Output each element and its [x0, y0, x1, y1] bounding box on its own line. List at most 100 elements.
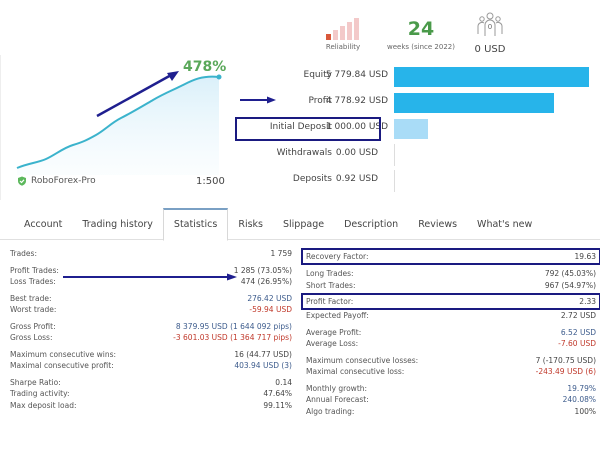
stat-row-max-consecutive-profit: Maximal consecutive profit: 403.94 USD (3…: [10, 360, 292, 372]
stat-label: Maximal consecutive loss:: [306, 367, 405, 376]
stat-label: Max deposit load:: [10, 400, 77, 410]
stat-label: Trading activity:: [10, 389, 70, 398]
stat-row-loss-trades: Loss Trades: 474 (26.95%): [10, 276, 292, 288]
stat-row-max-consecutive-losses: Maximum consecutive losses: 7 (-170.75 US…: [306, 355, 596, 367]
stat-row-expected-payoff: Expected Payoff: 2.72 USD: [306, 310, 596, 322]
initial-deposit-bar: [394, 119, 428, 139]
stat-row-profit-factor: Profit Factor: 2.33: [301, 293, 600, 310]
profit-trades-arrow-icon: [63, 273, 237, 281]
stat-row-max-consecutive-loss: Maximal consecutive loss: -243.49 USD (6): [306, 366, 596, 378]
stats-right: Recovery Factor: 19.63 Long Trades: 792 (4…: [301, 248, 600, 418]
stat-value: 2.33: [579, 297, 596, 306]
stat-value: 100%: [574, 406, 596, 416]
top-stats: Reliability 24 weeks (since 2022) 0 0 US…: [318, 12, 538, 58]
stat-row-max-deposit-load: Max deposit load: 99.11%: [10, 400, 292, 412]
subscription-price: 0 USD: [474, 44, 506, 55]
weeks-value: 24: [407, 18, 435, 40]
equity-line: [16, 75, 220, 169]
stat-value: 276.42 USD: [247, 293, 292, 303]
stat-value: 19.63: [574, 252, 596, 261]
equity-bar: [394, 67, 589, 87]
deposits-bar: [394, 170, 395, 192]
tab-trading-history[interactable]: Trading history: [82, 219, 153, 230]
reliability-indicator[interactable]: Reliability: [318, 18, 368, 51]
stat-value: 2.72 USD: [560, 311, 596, 320]
stat-row-sharpe-ratio: Sharpe Ratio: 0.14: [10, 377, 292, 389]
stat-value: -59.94 USD: [249, 305, 292, 314]
stat-row-gross-profit: Gross Profit: 8 379.95 USD (1 644 092 pip…: [10, 321, 292, 333]
stat-label: Expected Payoff:: [306, 311, 369, 320]
stat-row-best-trade: Best trade: 276.42 USD: [10, 293, 292, 305]
weeks-label: weeks (since 2022): [387, 43, 455, 51]
reliability-bars-icon: [326, 18, 360, 40]
stat-value: 967 (54.97%): [544, 280, 596, 290]
stat-value: 1 285 (73.05%): [233, 265, 292, 275]
stat-label: Loss Trades:: [10, 277, 56, 286]
tab-reviews[interactable]: Reviews: [418, 219, 458, 230]
stat-value: -7.60 USD: [558, 339, 596, 348]
stat-label: Average Loss:: [306, 339, 359, 348]
equity-value: 5 779.84 USD: [325, 70, 389, 80]
stat-label: Worst trade:: [10, 305, 57, 314]
annotation-arrow-icon: [96, 71, 179, 118]
stat-value: -3 601.03 USD (1 364 717 pips): [173, 333, 292, 342]
stat-row-profit-trades: Profit Trades: 1 285 (73.05%): [10, 265, 292, 277]
stats-left: Trades: 1 759 Profit Trades: 1 285 (73.05%…: [10, 248, 292, 411]
tab-statistics[interactable]: Statistics: [162, 208, 229, 241]
stat-label: Best trade:: [10, 293, 52, 303]
stat-value: 99.11%: [263, 400, 292, 410]
stat-row-monthly-growth: Monthly growth: 19.79%: [306, 383, 596, 395]
stat-label: Maximal consecutive profit:: [10, 361, 114, 370]
stat-value: 792 (45.03%): [544, 269, 596, 278]
subscribers-icon: 0: [477, 12, 503, 36]
stat-row-average-loss: Average Loss: -7.60 USD: [306, 338, 596, 350]
stat-row-long-trades: Long Trades: 792 (45.03%): [306, 268, 596, 280]
stat-row-trades: Trades: 1 759: [10, 248, 292, 260]
withdrawals-value: 0.00 USD: [335, 148, 379, 158]
withdrawals-label: Withdrawals: [276, 148, 332, 158]
stat-value: -243.49 USD (6): [535, 367, 596, 376]
stat-value: 19.79%: [567, 383, 596, 393]
stat-row-trading-activity: Trading activity: 47.64%: [10, 388, 292, 400]
stat-value: 47.64%: [263, 389, 292, 398]
stat-value: 1 759: [270, 249, 292, 258]
tab-slippage[interactable]: Slippage: [283, 219, 325, 230]
growth-percent: 478%: [183, 59, 227, 75]
withdrawals-bar: [394, 144, 395, 166]
balance-row-profit: Profit 4 778.92 USD: [230, 90, 600, 116]
profit-arrow-icon: [240, 96, 276, 104]
stat-row-algo-trading: Algo trading: 100%: [306, 406, 596, 418]
tab-description[interactable]: Description: [344, 219, 399, 230]
stat-label: Trades:: [10, 249, 37, 258]
leverage: 1:500: [196, 176, 225, 187]
stat-label: Sharpe Ratio:: [10, 377, 61, 387]
balance-section: Equity 5 779.84 USD Profit 4 778.92 USD …: [230, 64, 600, 194]
stat-label: Maximum consecutive wins:: [10, 349, 117, 359]
growth-line-chart: [16, 71, 222, 175]
stat-row-average-profit: Average Profit: 6.52 USD: [306, 327, 596, 339]
stat-label: Average Profit:: [306, 327, 362, 337]
stat-label: Monthly growth:: [306, 383, 368, 393]
stat-label: Gross Loss:: [10, 333, 53, 342]
tab-whats-new[interactable]: What's new: [477, 219, 533, 230]
stat-row-gross-loss: Gross Loss: -3 601.03 USD (1 364 717 pips…: [10, 332, 292, 344]
stat-value: 240.08%: [562, 395, 596, 404]
stat-row-recovery-factor: Recovery Factor: 19.63: [301, 248, 600, 265]
broker-info[interactable]: RoboForex-Pro: [17, 176, 96, 186]
stat-label: Recovery Factor:: [306, 252, 369, 261]
deposits-value: 0.92 USD: [335, 174, 379, 184]
growth-chart[interactable]: 478% RoboForex-Pro 1:500: [0, 55, 228, 200]
broker-name: RoboForex-Pro: [31, 176, 96, 186]
profit-value: 4 778.92 USD: [325, 96, 389, 106]
stat-row-short-trades: Short Trades: 967 (54.97%): [306, 280, 596, 292]
profit-label: Profit: [308, 96, 332, 106]
initial-deposit-value: 1 000.00 USD: [325, 122, 389, 132]
balance-row-equity: Equity 5 779.84 USD: [230, 64, 600, 90]
stat-value: 403.94 USD (3): [234, 361, 292, 370]
tab-risks[interactable]: Risks: [238, 219, 263, 230]
tab-account[interactable]: Account: [24, 219, 63, 230]
stat-value: 0.14: [275, 377, 292, 387]
stat-value: 7 (-170.75 USD): [535, 355, 596, 365]
svg-text:0: 0: [488, 23, 492, 31]
subscribers-stat[interactable]: 0 0 USD: [468, 12, 512, 55]
